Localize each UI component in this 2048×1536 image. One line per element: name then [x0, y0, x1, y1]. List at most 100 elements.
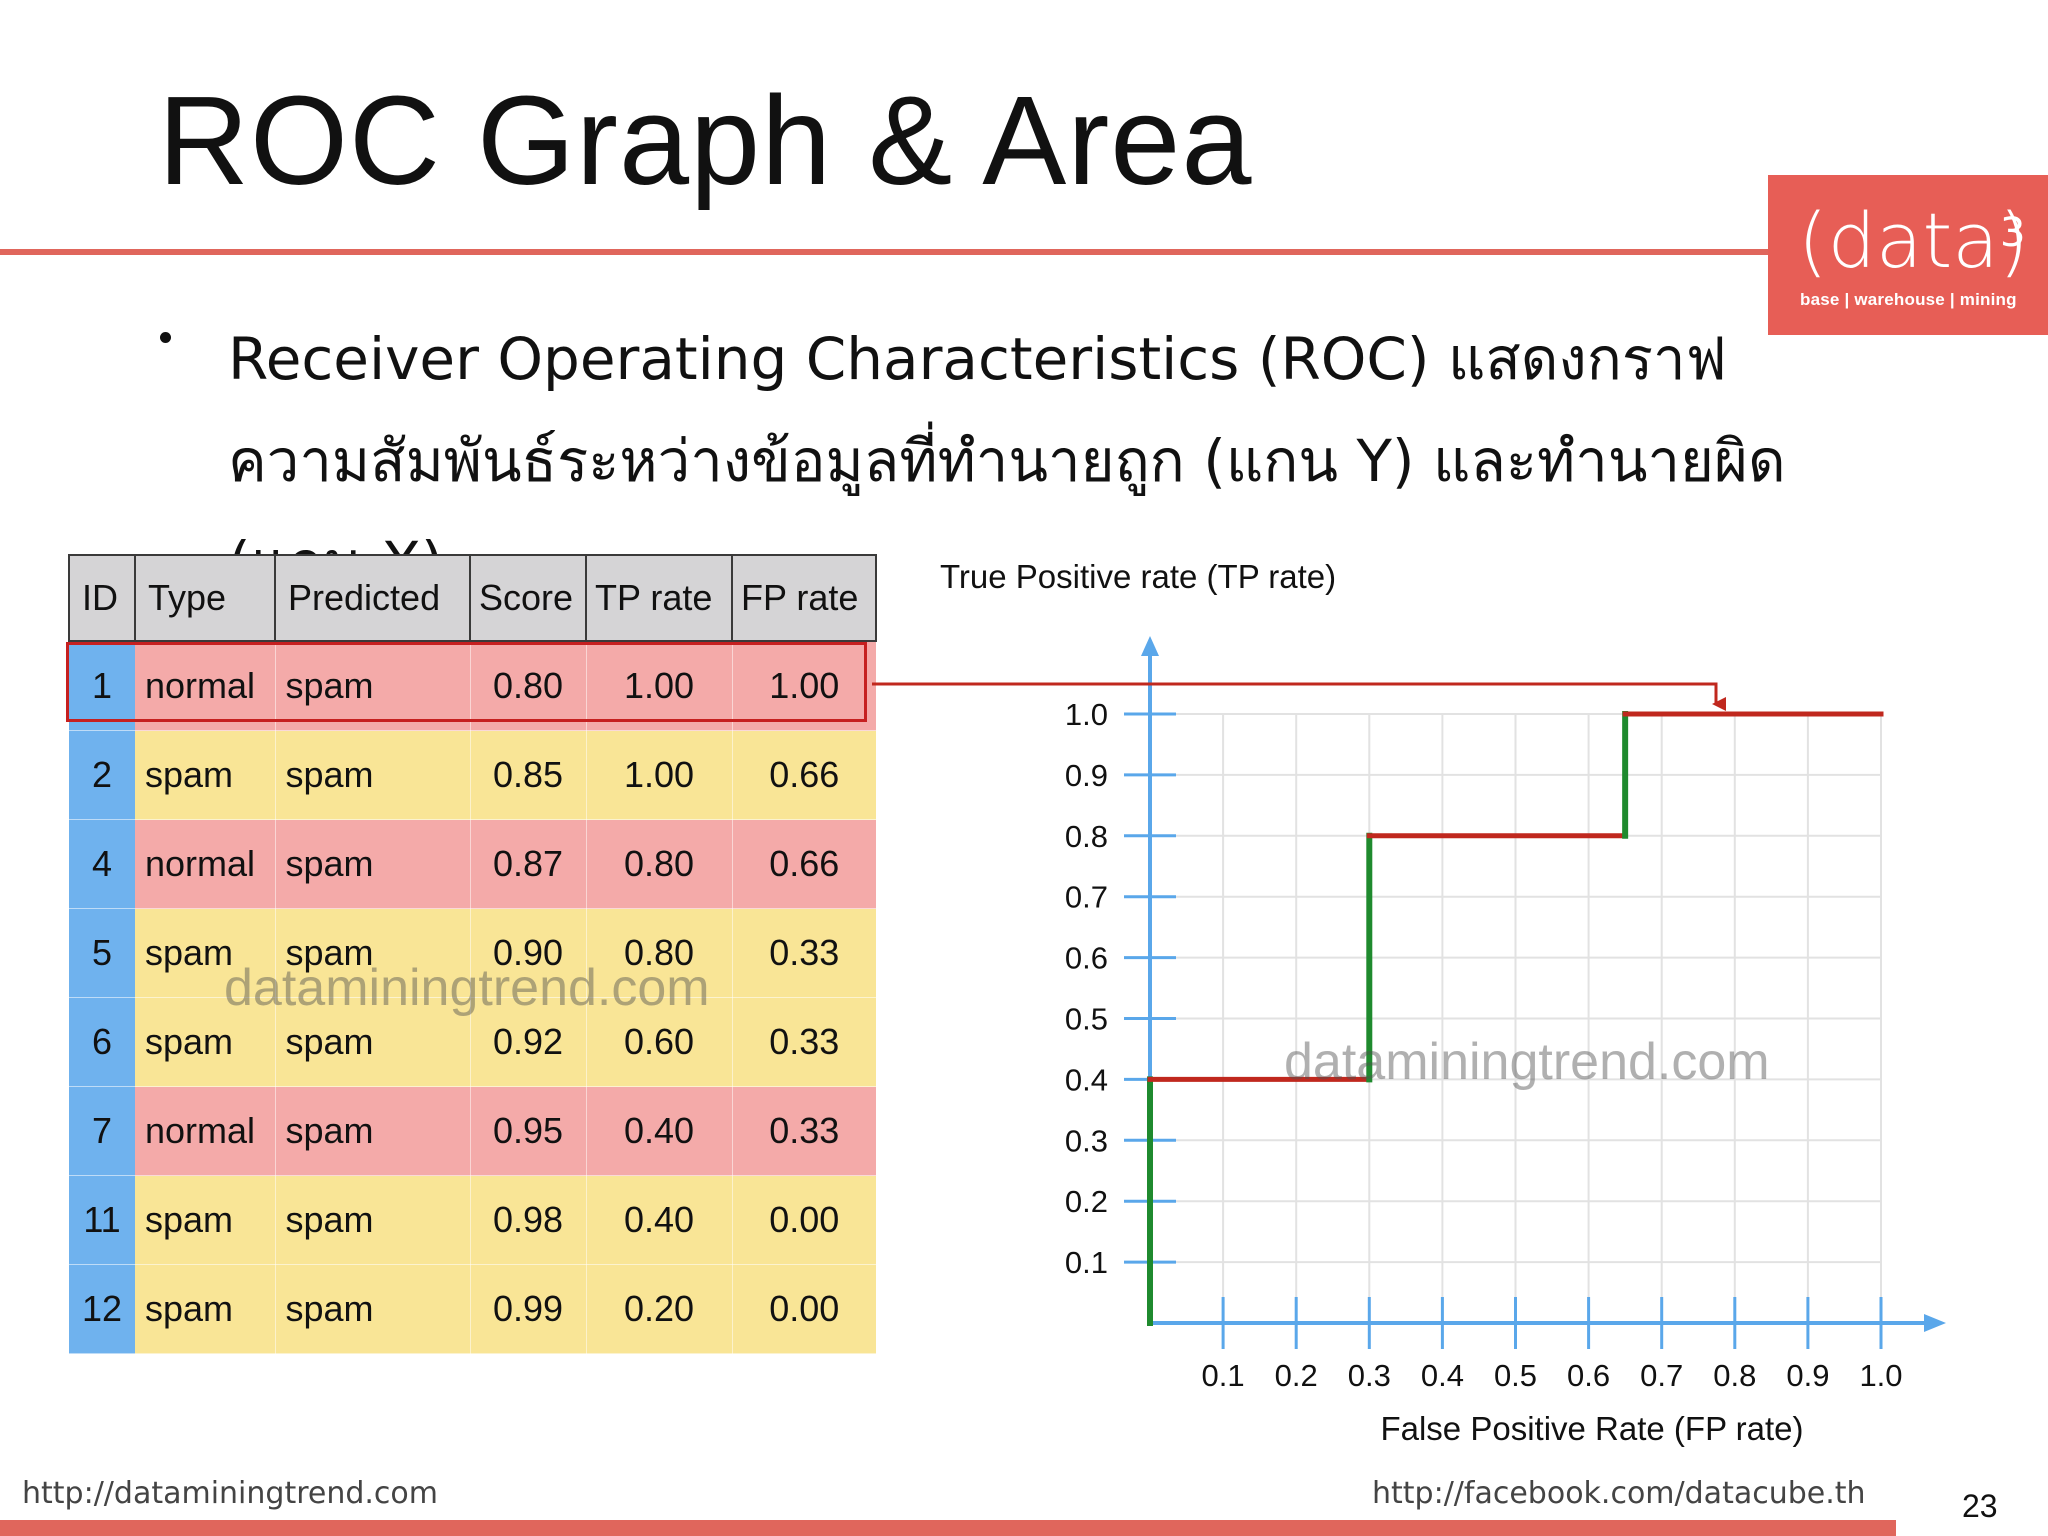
y-tick-label: 0.5 — [1065, 1002, 1108, 1037]
table-cell-tp: 1.00 — [586, 730, 733, 820]
table-cell-id: 5 — [69, 908, 135, 998]
table-cell-type: spam — [135, 1264, 276, 1354]
table-cell-tp: 1.00 — [586, 641, 733, 731]
x-tick-label: 0.3 — [1348, 1358, 1391, 1393]
table-cell-fp: 0.66 — [732, 819, 876, 909]
column-header-tp-rate: TP rate — [585, 554, 733, 642]
chart-grid — [1150, 713, 1882, 1323]
table-cell-type: normal — [135, 641, 276, 731]
column-header-id: ID — [68, 554, 136, 642]
table-cell-fp: 1.00 — [732, 641, 876, 731]
table-cell-type: spam — [135, 908, 276, 998]
x-tick-label: 0.4 — [1421, 1358, 1464, 1393]
table-cell-predicted: spam — [275, 908, 471, 998]
table-cell-score: 0.95 — [470, 1086, 587, 1176]
table-row: 7 normal spam 0.95 0.40 0.33 — [69, 1086, 876, 1176]
table-cell-tp: 0.20 — [586, 1264, 733, 1354]
table-header-row: ID Type Predicted Score TP rate FP rate — [68, 554, 877, 642]
x-tick-label: 0.8 — [1713, 1358, 1756, 1393]
table-row: 11 spam spam 0.98 0.40 0.00 — [69, 1175, 876, 1265]
column-header-score: Score — [469, 554, 587, 642]
table-watermark: dataminingtrend.com — [224, 959, 710, 1017]
table-cell-id: 6 — [69, 997, 135, 1087]
table-cell-type: spam — [135, 1175, 276, 1265]
table-cell-id: 11 — [69, 1175, 135, 1265]
table-cell-fp: 0.00 — [732, 1264, 876, 1354]
table-cell-fp: 0.66 — [732, 730, 876, 820]
column-header-predicted: Predicted — [274, 554, 471, 642]
table-cell-predicted: spam — [275, 1086, 471, 1176]
y-tick-label: 0.2 — [1065, 1184, 1108, 1219]
table-cell-predicted: spam — [275, 730, 471, 820]
table-cell-id: 12 — [69, 1264, 135, 1354]
table-cell-type: normal — [135, 819, 276, 909]
table-row: 6 spam spam 0.92 0.60 0.33 — [69, 997, 876, 1087]
table-cell-tp: 0.60 — [586, 997, 733, 1087]
table-cell-score: 0.87 — [470, 819, 587, 909]
y-tick-label: 0.3 — [1065, 1123, 1108, 1158]
roc-data-table: ID Type Predicted Score TP rate FP rate … — [68, 554, 877, 1354]
table-cell-id: 4 — [69, 819, 135, 909]
table-cell-score: 0.99 — [470, 1264, 587, 1354]
slide-title: ROC Graph & Area — [158, 70, 1253, 211]
x-tick-label: 0.1 — [1202, 1358, 1245, 1393]
y-tick-label: 0.9 — [1065, 758, 1108, 793]
bottom-accent-bar — [0, 1520, 1896, 1536]
y-tick-label: 0.1 — [1065, 1245, 1108, 1280]
column-header-type: Type — [134, 554, 276, 642]
table-cell-id: 1 — [69, 641, 135, 731]
table-cell-fp: 0.00 — [732, 1175, 876, 1265]
connector-arrow — [872, 682, 1726, 711]
table-cell-id: 7 — [69, 1086, 135, 1176]
x-tick-label: 0.6 — [1567, 1358, 1610, 1393]
y-tick-label: 0.4 — [1065, 1062, 1108, 1097]
table-cell-predicted: spam — [275, 997, 471, 1087]
table-cell-predicted: spam — [275, 1175, 471, 1265]
logo-superscript: 3 — [2000, 210, 2026, 256]
title-divider — [0, 249, 1770, 255]
table-row: 12 spam spam 0.99 0.20 0.00 — [69, 1264, 876, 1354]
table-cell-type: spam — [135, 997, 276, 1087]
table-cell-predicted: spam — [275, 819, 471, 909]
x-tick-label: 0.2 — [1275, 1358, 1318, 1393]
x-tick-label: 0.5 — [1494, 1358, 1537, 1393]
x-axis-arrowhead — [1924, 1314, 1946, 1332]
chart-watermark: dataminingtrend.com — [1284, 1033, 1770, 1091]
y-axis-arrowhead — [1141, 636, 1159, 656]
table-cell-tp: 0.80 — [586, 819, 733, 909]
column-header-fp-rate: FP rate — [731, 554, 877, 642]
chart-series — [1147, 711, 1884, 1326]
y-tick-label: 0.7 — [1065, 880, 1108, 915]
x-tick-label: 1.0 — [1859, 1358, 1902, 1393]
table-cell-fp: 0.33 — [732, 997, 876, 1087]
table-cell-type: normal — [135, 1086, 276, 1176]
x-tick-label: 0.7 — [1640, 1358, 1683, 1393]
table-cell-id: 2 — [69, 730, 135, 820]
y-axis-label: True Positive rate (TP rate) — [940, 558, 1336, 595]
highlighted-row-box — [66, 642, 867, 722]
table-cell-tp: 0.40 — [586, 1175, 733, 1265]
footer-facebook-link[interactable]: http://facebook.com/datacube.th — [1372, 1476, 1866, 1511]
footer-website-link[interactable]: http://dataminingtrend.com — [22, 1476, 439, 1511]
y-tick-label: 0.8 — [1065, 819, 1108, 854]
table-cell-score: 0.92 — [470, 997, 587, 1087]
table-cell-tp: 0.40 — [586, 1086, 733, 1176]
table-cell-fp: 0.33 — [732, 908, 876, 998]
table-row: 1 normal spam 0.80 1.00 1.00 — [69, 641, 876, 731]
table-cell-predicted: spam — [275, 641, 471, 731]
table-body: 1 normal spam 0.80 1.00 1.00 2 spam spam 0.85 1.00… — [69, 641, 876, 1354]
chart-axes — [1141, 636, 1946, 1332]
brand-logo: (data) 3 base | warehouse | mining — [1768, 175, 2048, 335]
table-cell-score: 0.85 — [470, 730, 587, 820]
table-cell-score: 0.90 — [470, 908, 587, 998]
y-tick-label: 1.0 — [1065, 697, 1108, 732]
table-cell-type: spam — [135, 730, 276, 820]
bullet-icon — [160, 332, 171, 343]
table-row: 4 normal spam 0.87 0.80 0.66 — [69, 819, 876, 909]
x-axis-label: False Positive Rate (FP rate) — [1380, 1410, 1803, 1447]
table-cell-tp: 0.80 — [586, 908, 733, 998]
logo-wordmark: (data) — [1798, 196, 2029, 285]
chart-ticks: 0.1 0.2 0.3 0.4 0.5 0.6 0.7 0.8 0.9 1.0 0.1 0.2 0.3 0… — [1065, 697, 1903, 1393]
table-cell-predicted: spam — [275, 1264, 471, 1354]
